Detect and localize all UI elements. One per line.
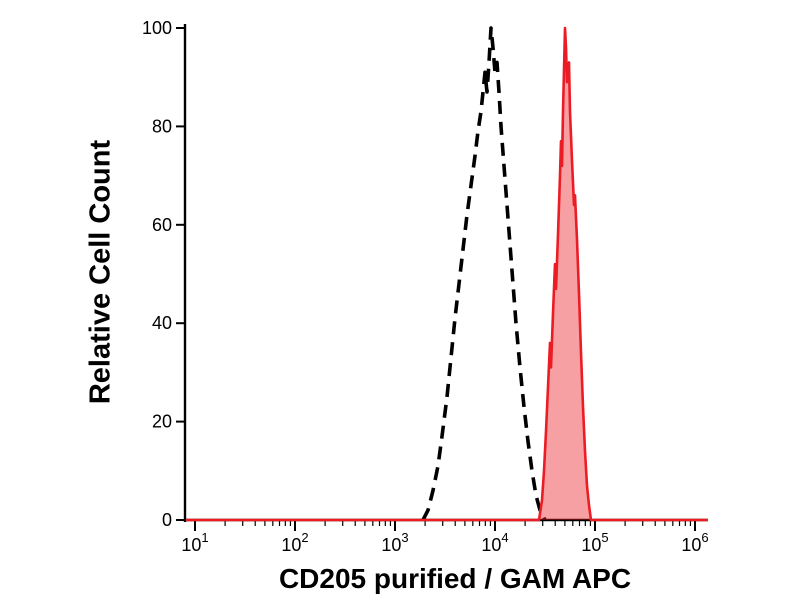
y-tick-label: 60	[152, 215, 172, 235]
x-tick-label: 103	[381, 530, 408, 555]
y-tick-label: 100	[142, 18, 172, 38]
y-tick-label: 40	[152, 313, 172, 333]
y-axis-title: Relative Cell Count	[84, 139, 117, 405]
x-tick-label: 104	[481, 530, 508, 555]
x-tick-label: 105	[581, 530, 608, 555]
x-tick-label: 101	[181, 530, 208, 555]
dashed-control-curve	[421, 26, 547, 521]
red-filled-curve	[186, 26, 708, 522]
x-tick-label: 102	[281, 530, 308, 555]
y-tick-label: 20	[152, 412, 172, 432]
y-tick-label: 0	[162, 510, 172, 530]
x-tick-label: 106	[681, 530, 708, 555]
x-axis-title: CD205 purified / GAM APC	[278, 563, 632, 594]
y-tick-label: 80	[152, 116, 172, 136]
